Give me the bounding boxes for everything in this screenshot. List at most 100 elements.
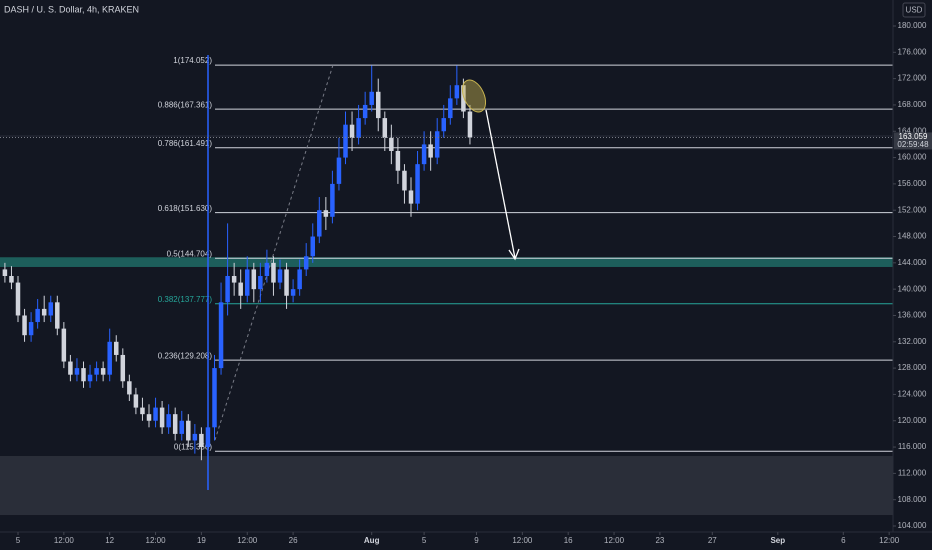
candle-body [22,315,27,336]
currency-box[interactable] [902,2,926,18]
y-tick-label: 104.000 [898,521,927,530]
candle-body [395,150,401,171]
candle-body [303,256,309,270]
currency-label[interactable]: USD [906,6,923,15]
fib-label: 0.886(167.361) [158,100,213,109]
candle-body [415,164,420,204]
candle-body [15,282,21,316]
candle-body [356,118,361,138]
zones [0,257,893,516]
candle-body [362,104,368,119]
candle-body [244,269,250,296]
y-tick-label: 140.000 [898,284,927,293]
candle-body [284,269,289,296]
candle-body [55,302,60,329]
candle-body [369,91,374,105]
x-tick-label: 12:00 [146,536,167,545]
candle-body [448,98,453,119]
candle-body [408,190,414,204]
fib-label: 0(115.356) [174,442,212,451]
x-tick-label: 5 [16,536,21,545]
fib-label: 1(174.052) [173,56,212,65]
candle-body [113,341,119,355]
candle-body [28,322,34,336]
x-tick-label: 12:00 [604,536,625,545]
y-tick-label: 180.000 [898,21,927,30]
x-tick-label: Aug [364,536,380,545]
y-tick-label: 172.000 [898,74,927,83]
x-tick-label: 12:00 [879,536,900,545]
fib-label: 0.618(151.630) [158,204,213,213]
candle-body [166,414,171,428]
candle-body [48,302,53,316]
candles [2,65,473,487]
chart-title: DASH / U. S. Dollar, 4h, KRAKEN [4,4,139,14]
y-tick-label: 112.000 [898,468,927,477]
arrow-line [485,109,516,259]
candle-body [323,210,329,217]
candle-body [231,276,237,283]
candle-body [461,85,466,112]
candle-body [61,328,67,362]
candle-body [186,420,191,441]
zone [0,456,893,516]
candle-body [310,236,315,257]
price-axis [893,0,932,532]
candle-body [74,368,80,375]
y-tick-label: 144.000 [898,258,927,267]
candle-body [277,269,283,283]
last-price-box [894,132,932,150]
candle-body [389,137,394,151]
y-tick-label: 176.000 [898,47,927,56]
candle-body [434,131,440,158]
y-tick-label: 108.000 [898,495,927,504]
fib-label: 0.236(129.208) [158,351,213,360]
last-price-label: 163.059 [899,132,928,141]
candle-body [2,269,8,277]
axes: 180.000 176.000 172.000 168.000 164.000 160.0… [0,21,932,545]
x-tick-label: 12:00 [512,536,533,545]
candle-body [349,124,355,138]
y-tick-label: 124.000 [898,390,927,399]
fib-label: 0.382(137.777) [158,295,213,304]
candle-body [225,276,230,303]
candle-body [146,414,152,421]
candle-body [317,210,322,237]
candle-body [127,381,132,395]
candle-body [87,374,93,382]
candle-body [238,282,243,296]
candle-body [100,368,106,375]
fibonacci: 1(174.052) 0.886(167.361) 0.786(161.491) 0.… [158,56,893,452]
zone [0,257,893,267]
candle-body [441,118,446,132]
candle-body [290,289,296,296]
candle-body [336,157,342,184]
candle-body [264,262,270,277]
candle-body [402,170,407,191]
candle-body [271,262,276,283]
candle-body [179,420,184,434]
candle-body [120,354,126,382]
candle-body [343,124,348,158]
x-tick-label: 12:00 [237,536,258,545]
x-tick-label: 23 [655,536,664,545]
fib-label: 0.786(161.491) [158,139,213,148]
countdown-label: 02:59:48 [897,140,929,149]
candle-body [251,269,257,290]
x-tick-label: 9 [474,536,479,545]
candle-body [258,276,263,290]
candle-body [212,368,217,428]
y-tick-label: 152.000 [898,205,927,214]
x-tick-label: 16 [564,536,573,545]
candle-body [9,276,14,283]
candle-body [454,85,460,99]
highlight-ellipse [461,79,487,113]
y-tick-label: 160.000 [898,153,927,162]
x-tick-label: Sep [770,536,785,545]
candle-body [41,308,47,316]
x-tick-label: 6 [841,536,846,545]
candle-body [68,361,73,375]
y-tick-label: 156.000 [898,179,927,188]
x-tick-label: 12 [105,536,114,545]
